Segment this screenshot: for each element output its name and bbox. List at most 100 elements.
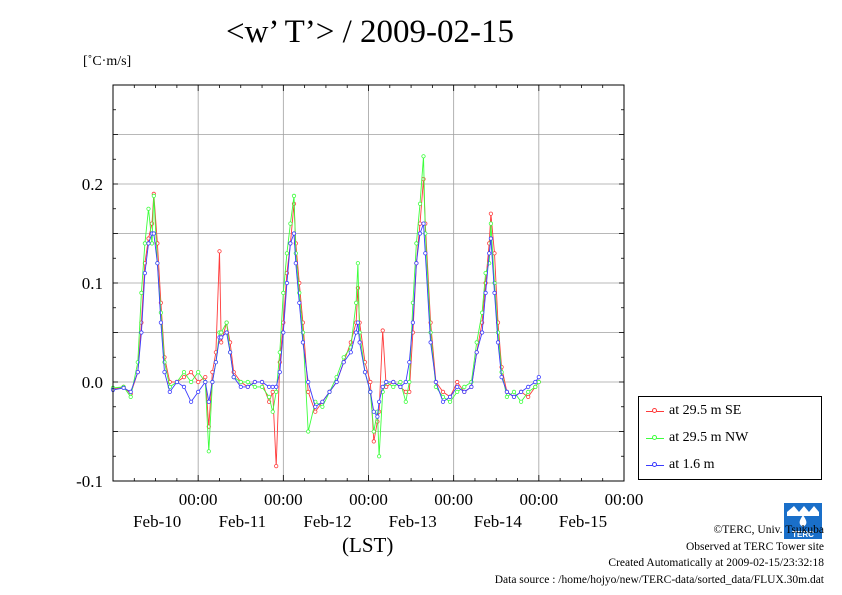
data-point <box>353 300 359 305</box>
legend-marker-16m <box>652 462 657 467</box>
x-tick-time-label: 00:00 <box>519 490 558 509</box>
x-tick-time-label: 00:00 <box>179 490 218 509</box>
data-point <box>142 270 147 276</box>
logo-text: TERC <box>792 530 814 539</box>
data-point <box>483 290 488 295</box>
data-point <box>536 374 541 380</box>
data-point <box>433 379 438 385</box>
data-point <box>320 399 325 404</box>
data-point <box>224 320 229 325</box>
data-point <box>447 399 453 404</box>
data-point <box>368 389 373 394</box>
data-point <box>149 241 155 246</box>
data-point <box>270 384 275 389</box>
data-point <box>196 369 201 375</box>
data-point <box>428 340 433 345</box>
data-point <box>146 206 151 211</box>
y-tick-label: 0.2 <box>82 175 103 194</box>
series-0 <box>110 177 541 469</box>
observed-text: Observed at TERC Tower site <box>685 540 824 553</box>
x-tick-time-label: 00:00 <box>605 490 644 509</box>
data-point <box>142 241 147 246</box>
data-point <box>181 374 187 380</box>
data-point <box>252 384 257 389</box>
data-point <box>526 394 531 399</box>
data-point <box>536 379 541 385</box>
data-point <box>245 379 250 385</box>
data-point <box>455 389 460 394</box>
data-point <box>371 439 376 444</box>
legend-label-16m: at 1.6 m <box>669 457 715 472</box>
data-point <box>483 270 488 276</box>
data-point <box>341 355 346 360</box>
data-point <box>203 374 208 380</box>
data-point <box>259 384 265 389</box>
series-1 <box>110 154 541 459</box>
data-point <box>398 384 403 389</box>
data-point <box>228 350 233 355</box>
data-point <box>355 320 360 325</box>
data-point <box>189 369 194 375</box>
data-point <box>488 236 493 241</box>
data-point <box>455 384 460 389</box>
legend-label-se: at 29.5 m SE <box>669 403 742 418</box>
data-point <box>462 389 467 394</box>
data-point <box>277 350 282 355</box>
x-tick-date-label: Feb-10 <box>133 512 181 531</box>
axis-tick-labels: -0.10.00.10.200:00Feb-1000:00Feb-1100:00… <box>76 175 643 531</box>
data-point <box>206 399 211 404</box>
data-point <box>291 231 297 236</box>
data-point <box>403 379 408 385</box>
data-point <box>139 290 144 295</box>
data-point <box>158 320 163 325</box>
data-point <box>499 374 504 380</box>
data-point <box>440 399 446 404</box>
copyright-text: ©TERC, Univ. Tsukuba <box>713 524 824 536</box>
data-point <box>189 379 194 385</box>
data-point <box>410 320 415 325</box>
legend-item-nw: at 29.5 m NW <box>639 428 819 448</box>
data-point <box>121 385 126 390</box>
data-point <box>219 335 224 340</box>
chart-title: <w’ T’> / 2009-02-15 <box>225 14 515 50</box>
data-point <box>357 340 362 345</box>
data-point <box>281 290 286 295</box>
data-point <box>492 280 497 286</box>
credits-block: ©TERC, Univ. Tsukuba Observed at TERC To… <box>495 522 824 588</box>
data-point <box>474 340 479 345</box>
data-point <box>196 389 201 394</box>
data-point <box>407 379 412 385</box>
x-tick-time-label: 00:00 <box>349 490 388 509</box>
data-point <box>281 330 286 335</box>
data-point <box>384 379 389 385</box>
data-point <box>210 379 215 385</box>
data-point <box>407 360 412 365</box>
data-point <box>203 379 208 385</box>
data-point <box>238 384 243 389</box>
data-point <box>274 389 279 394</box>
data-point <box>518 399 524 404</box>
data-point <box>428 330 433 335</box>
data-point <box>219 330 224 335</box>
data-point <box>306 389 311 394</box>
series-line <box>112 156 540 457</box>
data-point <box>158 310 163 315</box>
x-tick-time-label: 00:00 <box>434 490 473 509</box>
data-point <box>313 404 318 409</box>
data-point <box>219 340 224 345</box>
data-point <box>362 369 368 375</box>
data-point <box>231 374 236 380</box>
data-point <box>462 384 467 389</box>
data-point <box>403 399 408 404</box>
data-point <box>266 394 272 399</box>
data-point <box>487 251 492 256</box>
data-point <box>274 384 279 389</box>
data-point <box>206 449 211 454</box>
x-tick-date-label: Feb-13 <box>389 512 437 531</box>
data-point <box>293 261 298 266</box>
y-tick-label: 0.1 <box>82 274 103 293</box>
data-point <box>380 384 385 389</box>
y-tick-label: 0.0 <box>82 373 103 392</box>
data-point <box>277 369 282 375</box>
data-point <box>440 389 446 394</box>
